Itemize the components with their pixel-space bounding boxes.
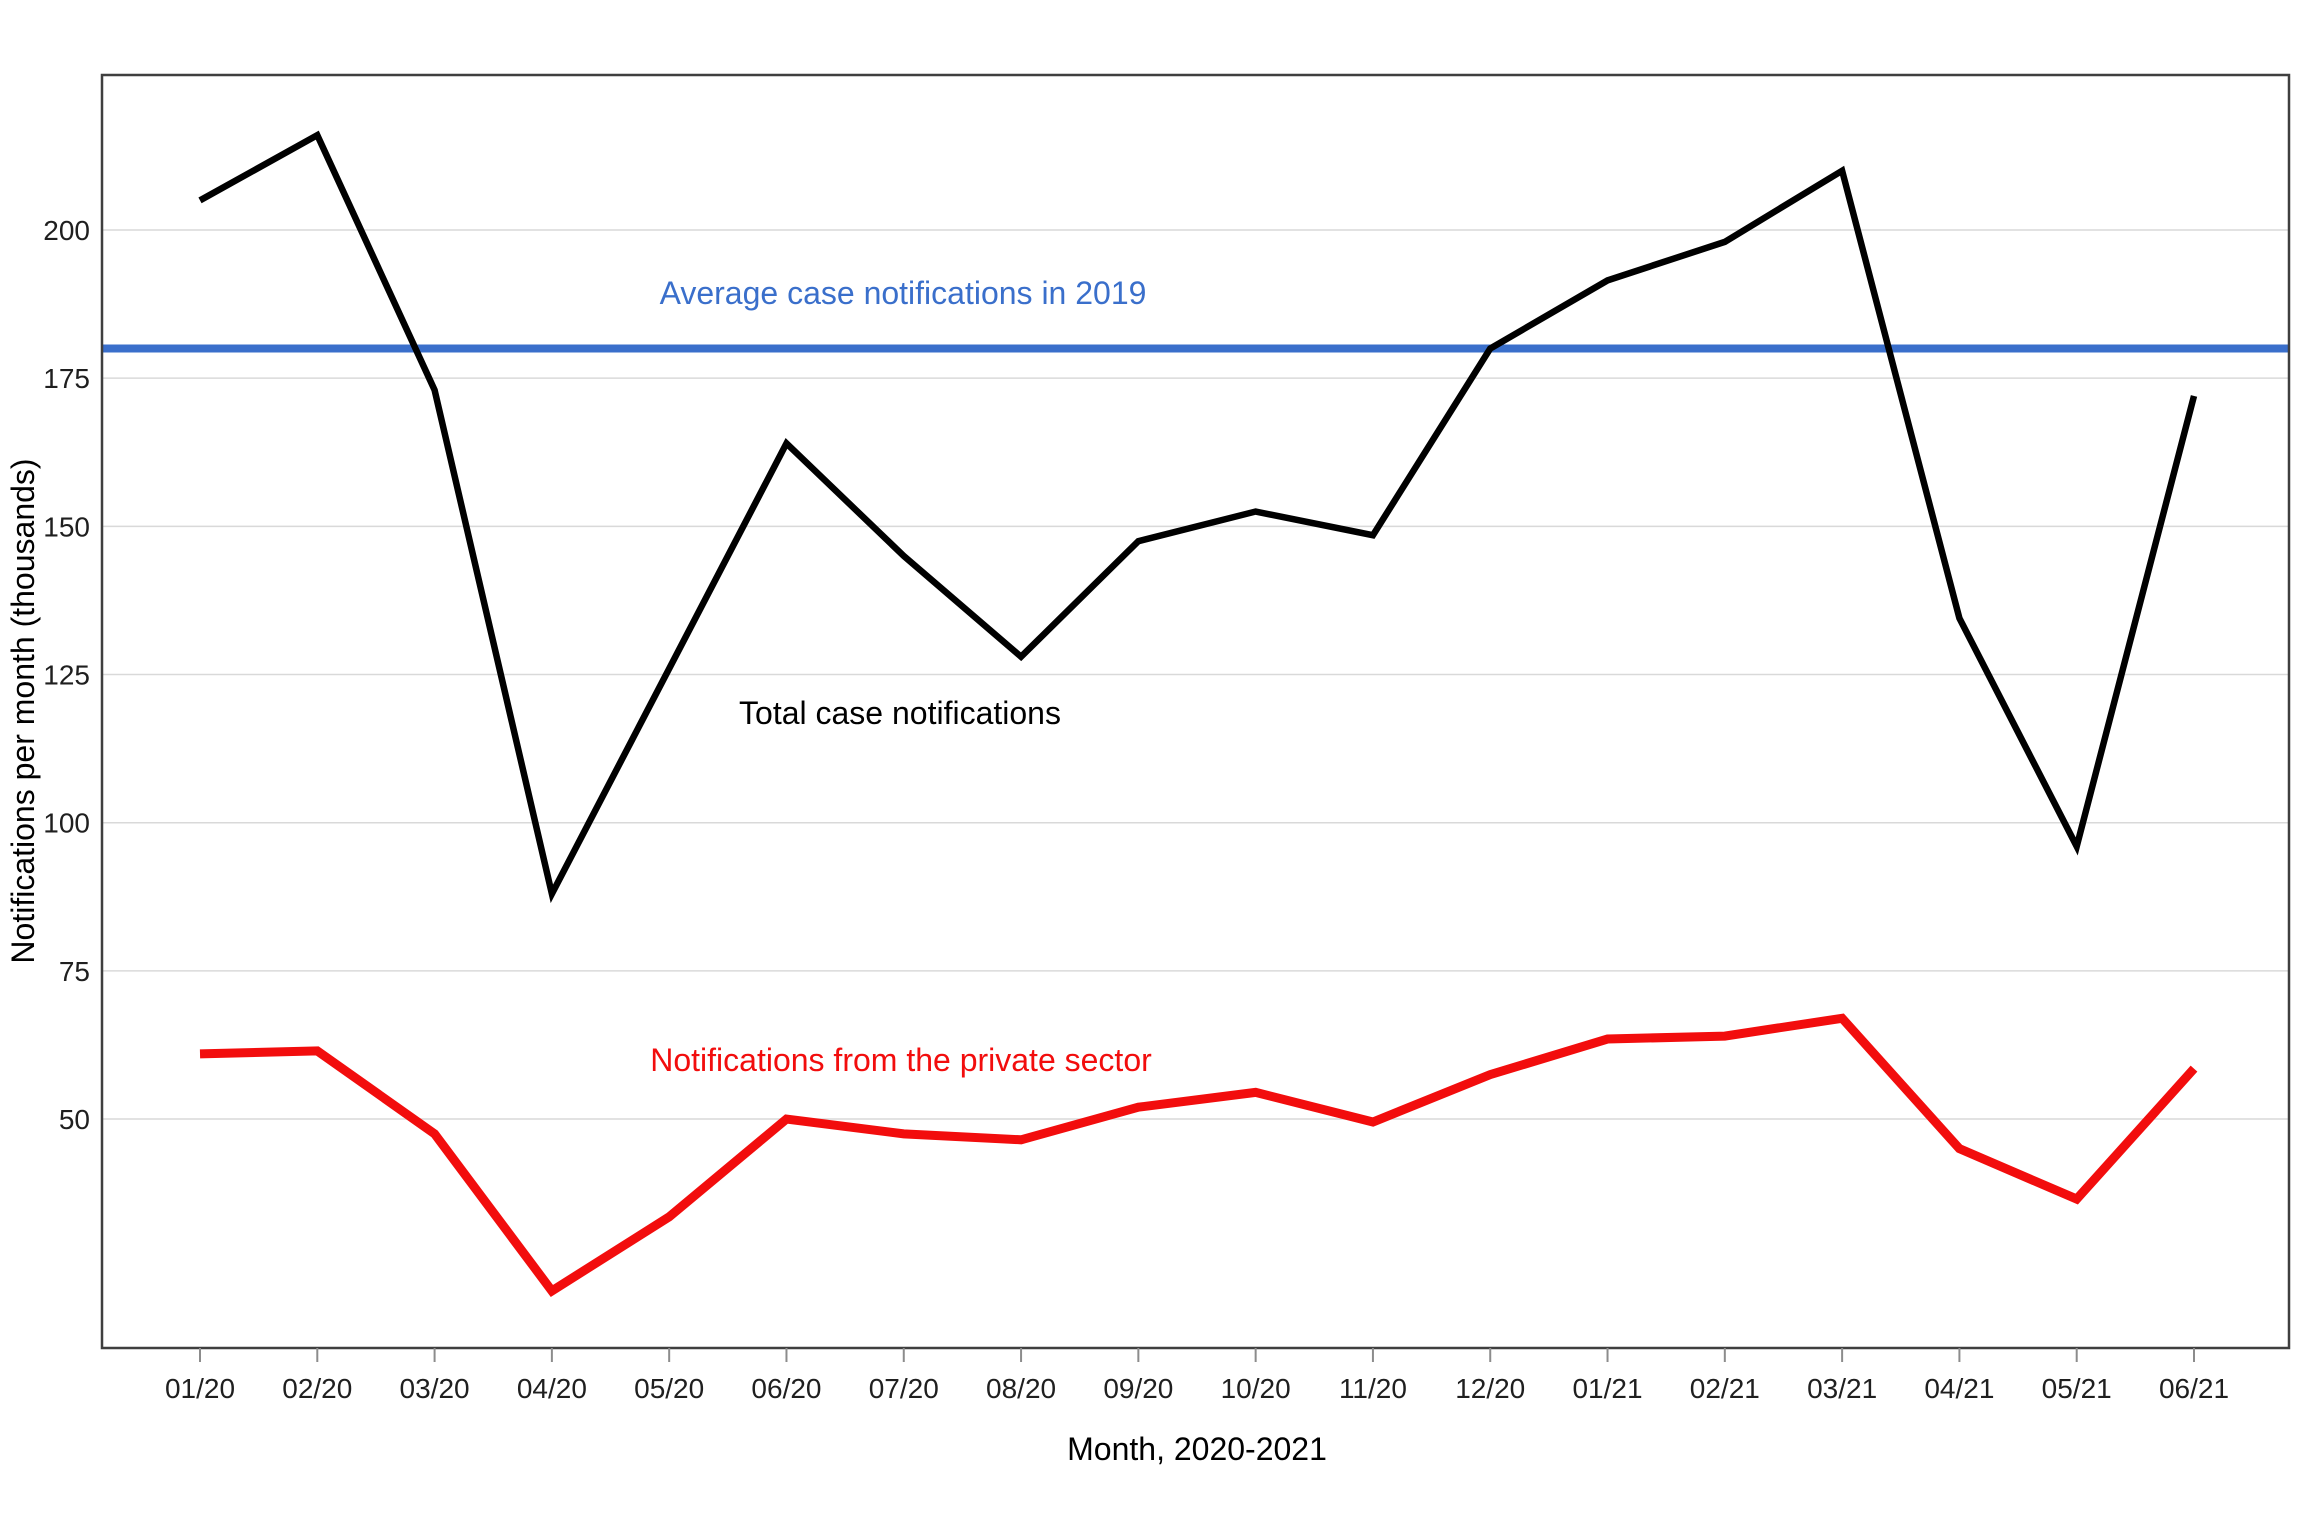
x-tick-label-01/21: 01/21 (1572, 1373, 1642, 1404)
x-tick-label-06/20: 06/20 (751, 1373, 821, 1404)
x-tick-label-02/21: 02/21 (1690, 1373, 1760, 1404)
reference-line-label: Average case notifications in 2019 (660, 275, 1147, 311)
total-series-label: Total case notifications (739, 695, 1061, 731)
total-case-notifications-line (198, 130, 2198, 904)
x-axis-title: Month, 2020-2021 (1067, 1431, 1327, 1467)
x-tick-label-08/20: 08/20 (986, 1373, 1056, 1404)
y-tick-label-125: 125 (43, 660, 90, 691)
x-tick-label-03/21: 03/21 (1807, 1373, 1877, 1404)
x-tick-label-05/20: 05/20 (634, 1373, 704, 1404)
y-tick-label-100: 100 (43, 808, 90, 839)
y-tick-label-200: 200 (43, 215, 90, 246)
x-tick-label-03/20: 03/20 (400, 1373, 470, 1404)
y-tick-label-175: 175 (43, 363, 90, 394)
x-tick-label-12/20: 12/20 (1455, 1373, 1525, 1404)
x-tick-label-09/20: 09/20 (1103, 1373, 1173, 1404)
x-tick-label-10/20: 10/20 (1221, 1373, 1291, 1404)
data-series-group (198, 130, 2198, 1297)
y-tick-label-75: 75 (59, 956, 90, 987)
private-series-label: Notifications from the private sector (650, 1042, 1152, 1078)
x-tick-label-07/20: 07/20 (869, 1373, 939, 1404)
x-tick-label-04/21: 04/21 (1924, 1373, 1994, 1404)
y-axis-title: Notifications per month (thousands) (5, 458, 41, 963)
x-axis-ticks: 01/20 02/20 03/20 04/20 05/20 06/20 07/20 08/20… (165, 1348, 2229, 1404)
private-sector-notifications-line (199, 1013, 2198, 1297)
x-tick-label-04/20: 04/20 (517, 1373, 587, 1404)
y-tick-label-50: 50 (59, 1104, 90, 1135)
gridlines (102, 229, 2289, 1120)
x-tick-label-02/20: 02/20 (282, 1373, 352, 1404)
x-tick-label-05/21: 05/21 (2042, 1373, 2112, 1404)
x-tick-label-01/20: 01/20 (165, 1373, 235, 1404)
y-axis-tick-labels: 50 75 100 125 150 175 200 (43, 215, 90, 1135)
x-tick-label-11/20: 11/20 (1339, 1373, 1407, 1404)
plot-border (100, 73, 2291, 1350)
y-tick-label-150: 150 (43, 511, 90, 542)
x-tick-label-06/21: 06/21 (2159, 1373, 2229, 1404)
